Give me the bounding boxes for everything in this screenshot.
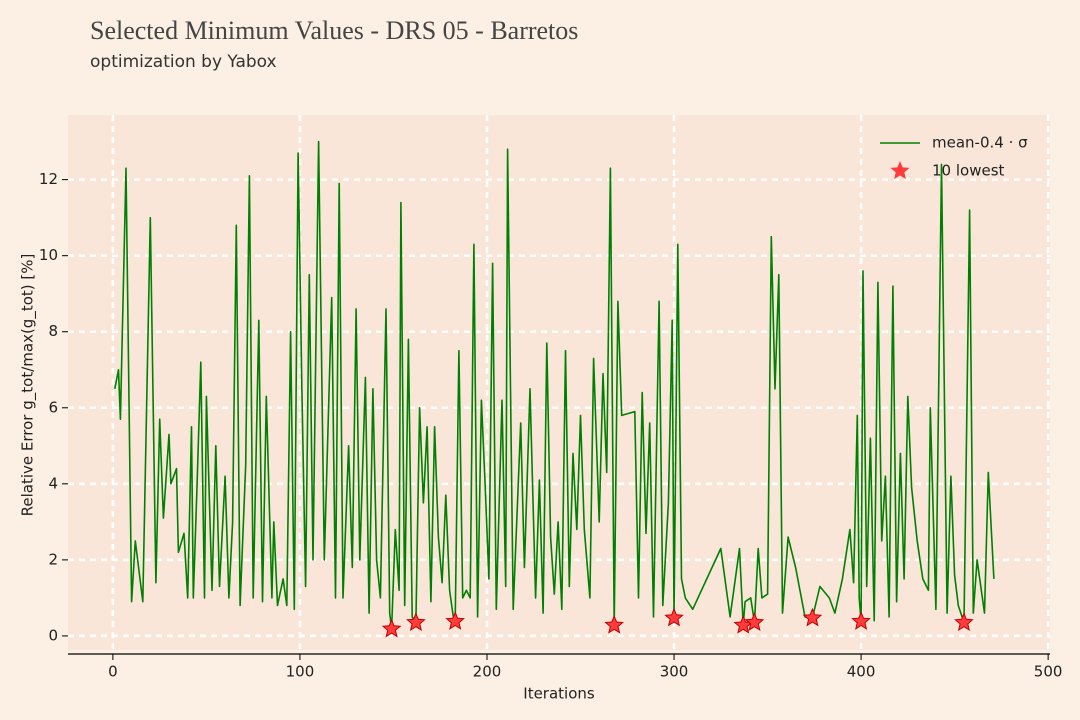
- star-marker: [802, 607, 823, 627]
- y-tick-label: 2: [48, 550, 58, 568]
- x-axis-label: Iterations: [523, 685, 595, 703]
- legend-label: mean-0.4 · σ: [932, 134, 1028, 152]
- legend-label: 10 lowest: [932, 162, 1005, 180]
- data-line: [114, 140, 995, 630]
- x-tick-label: 400: [847, 663, 876, 681]
- y-tick-label: 10: [39, 246, 58, 264]
- chart-title: Selected Minimum Values - DRS 05 - Barre…: [90, 16, 578, 45]
- plot-area: [68, 115, 1050, 650]
- y-tick-label: 4: [48, 474, 58, 492]
- star-marker: [381, 618, 402, 638]
- y-tick-label: 12: [39, 170, 58, 188]
- x-tick-label: 500: [1034, 663, 1063, 681]
- y-tick-label: 6: [48, 398, 58, 416]
- star-marker: [744, 612, 765, 631]
- x-tick-label: 0: [108, 663, 118, 681]
- legend-swatch: [890, 161, 910, 180]
- y-axis-label: Relative Error g_tot/max(g_tot) [%]: [19, 254, 38, 517]
- x-tick-label: 300: [660, 663, 689, 681]
- star-marker: [406, 612, 426, 631]
- y-tick-label: 8: [48, 322, 58, 340]
- y-tick-label: 0: [48, 626, 58, 644]
- star-marker: [664, 607, 684, 627]
- star-marker: [604, 615, 624, 634]
- star-marker: [851, 611, 871, 630]
- star-marker: [445, 611, 465, 630]
- x-tick-label: 100: [286, 663, 315, 681]
- chart-subtitle: optimization by Yabox: [90, 52, 277, 72]
- x-tick-label: 200: [473, 663, 502, 681]
- star-marker: [954, 612, 974, 631]
